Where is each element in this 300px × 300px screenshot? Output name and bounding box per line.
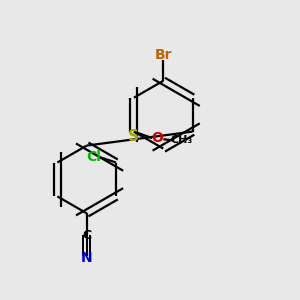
Text: N: N (81, 251, 92, 266)
Text: S: S (128, 129, 139, 144)
Text: CH₃: CH₃ (170, 135, 193, 146)
Text: Br: Br (154, 48, 172, 62)
Text: C: C (82, 230, 91, 242)
Text: Cl: Cl (86, 150, 101, 164)
Text: O: O (152, 131, 164, 145)
